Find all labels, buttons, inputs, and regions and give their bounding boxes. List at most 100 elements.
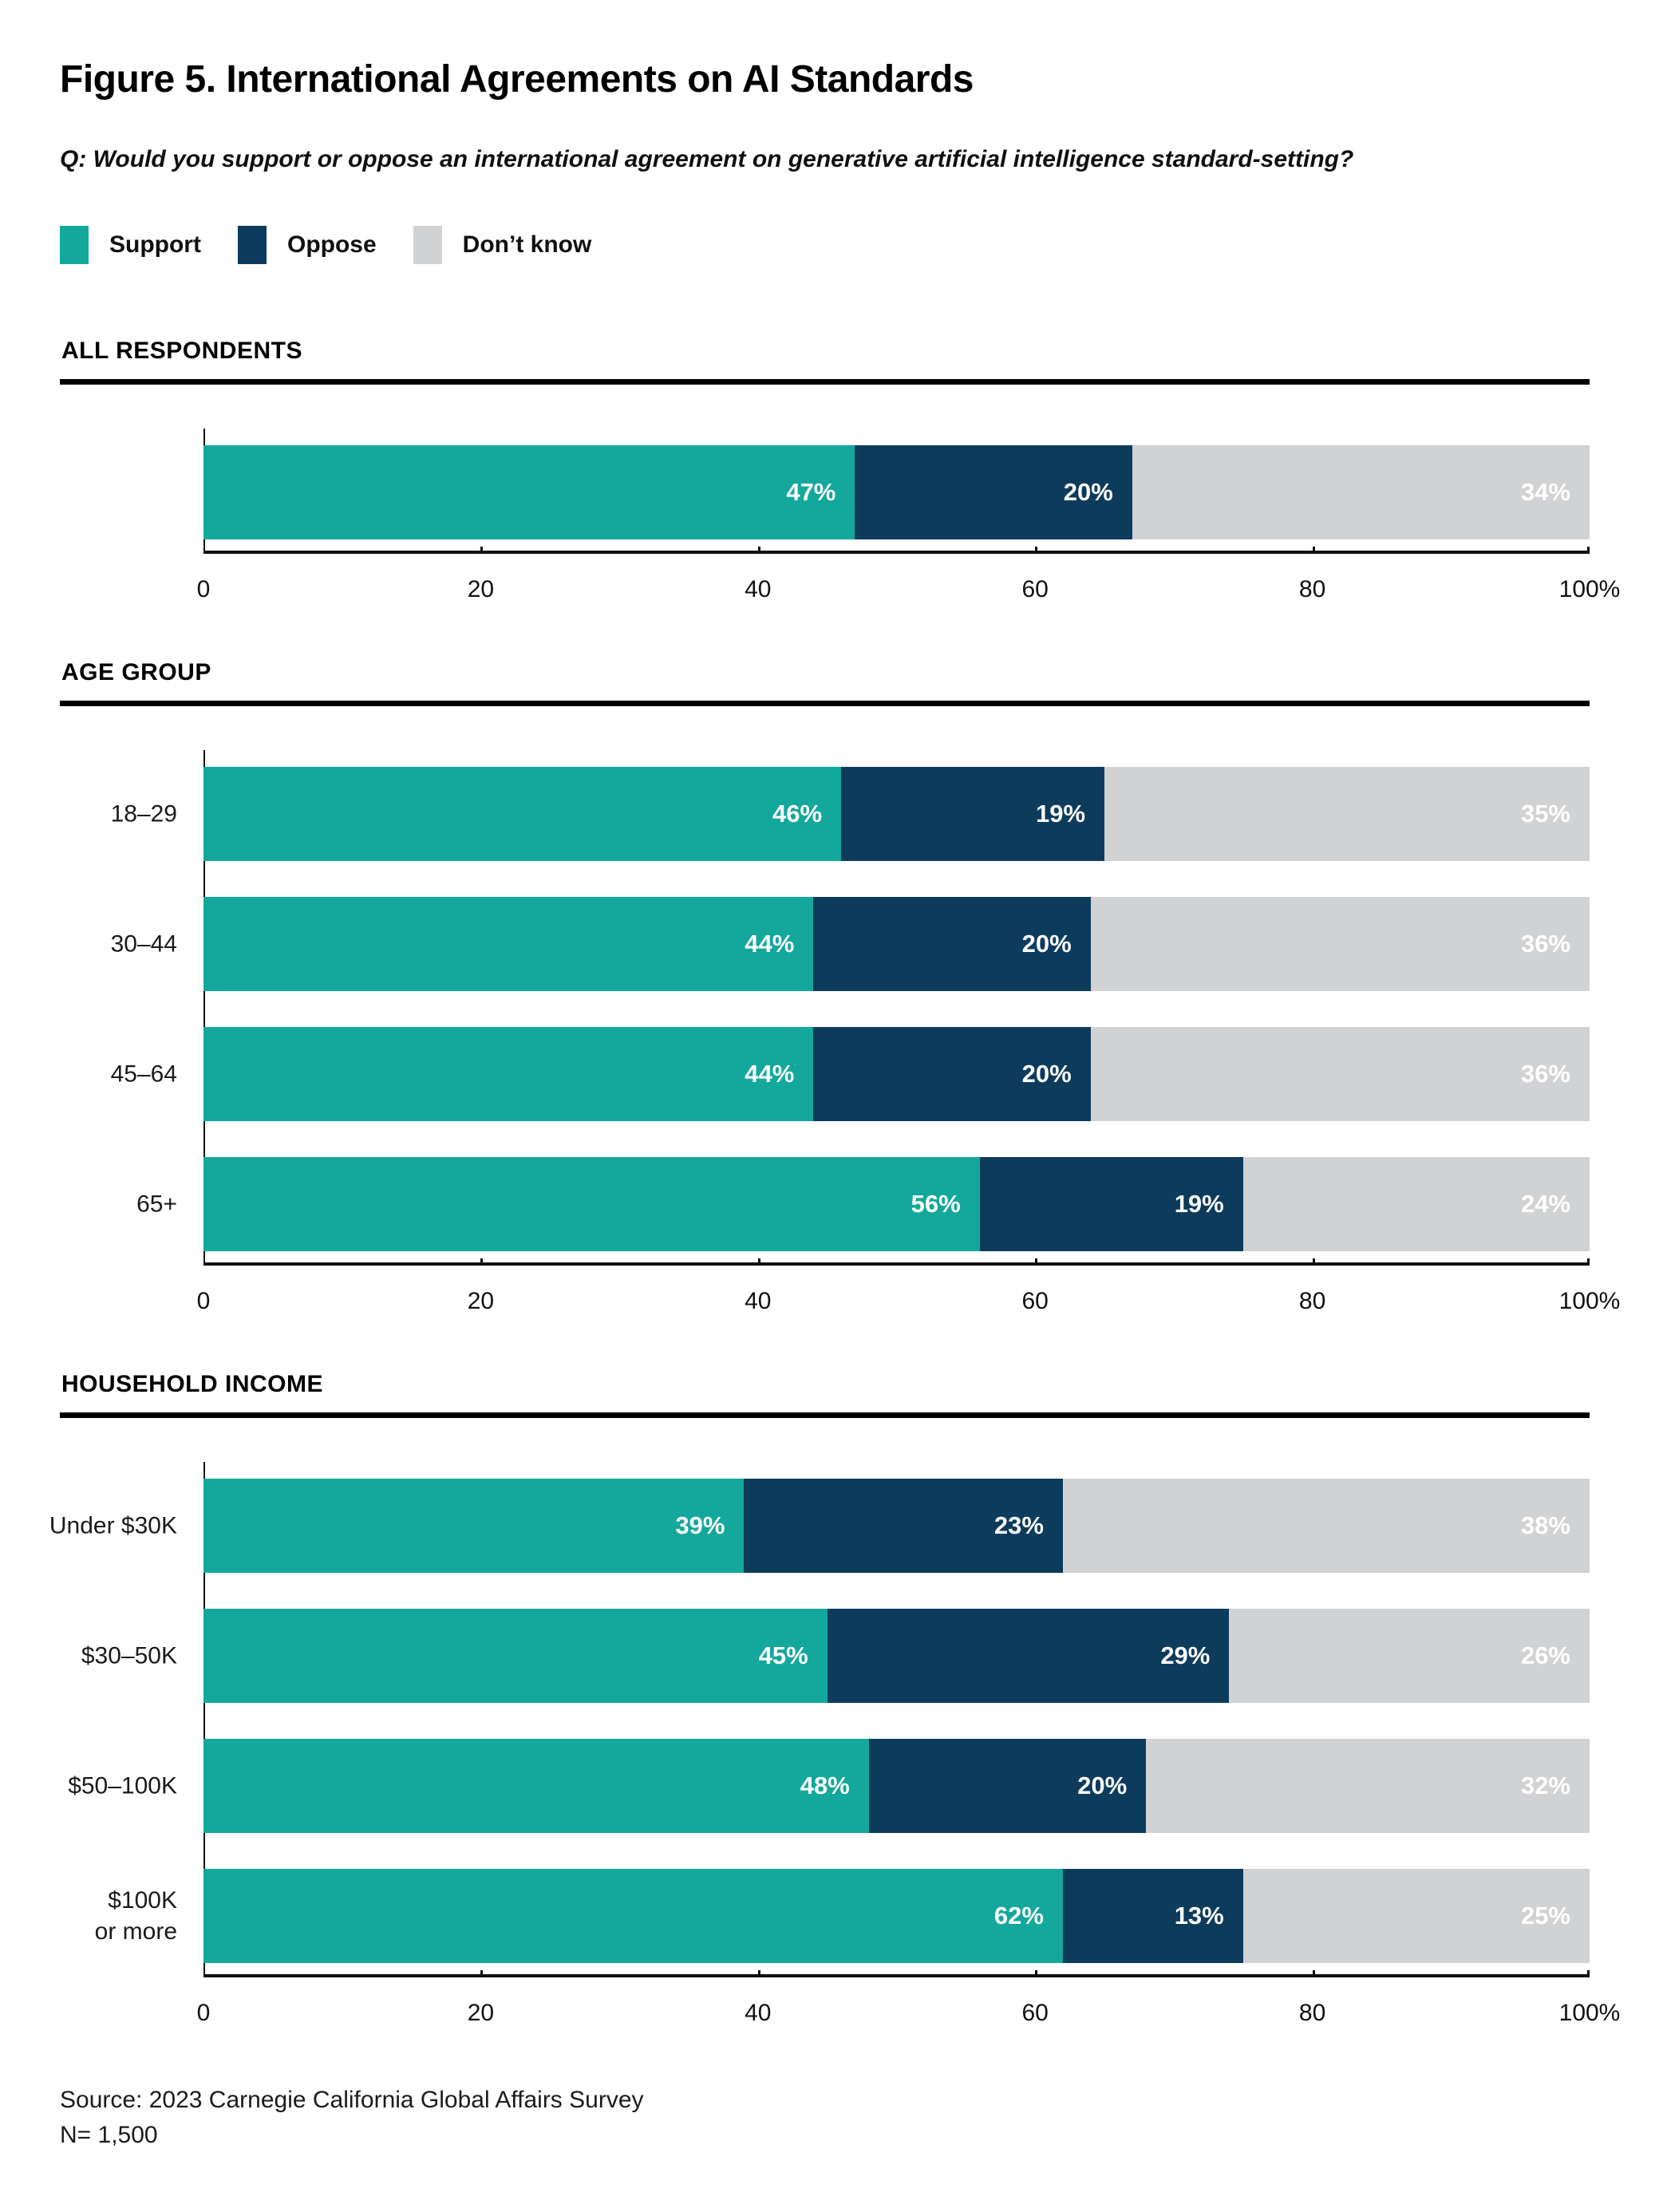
stacked-bar: 45% 29% 26% xyxy=(203,1609,1590,1703)
section-household-income: HOUSEHOLD INCOME Under $30K 39% 23% 38% xyxy=(49,1371,1620,2044)
support-segment: 62% xyxy=(203,1869,1063,1963)
support-value: 56% xyxy=(911,1190,961,1218)
dontknow-value: 35% xyxy=(1520,800,1570,828)
axis-tick-label: 60 xyxy=(1021,1288,1049,1314)
oppose-value: 20% xyxy=(1021,930,1072,958)
axis-tick-label: 80 xyxy=(1298,576,1326,602)
oppose-value: 20% xyxy=(1021,1060,1072,1088)
axis-tick xyxy=(757,1258,760,1266)
dontknow-value: 26% xyxy=(1520,1641,1570,1669)
legend-item-dontknow: Don’t know xyxy=(413,226,592,264)
legend-label-dontknow: Don’t know xyxy=(462,231,592,258)
axis-tick xyxy=(480,1970,484,1977)
source-line: Source: 2023 Carnegie California Global … xyxy=(60,2087,644,2113)
axis-tick-label: 40 xyxy=(745,1288,772,1314)
bar-row: 65+ 56% 19% 24% xyxy=(136,1157,1590,1251)
section-all-respondents: ALL RESPONDENTS 47% 20% 34% xyxy=(60,338,1620,621)
oppose-segment: 19% xyxy=(979,1157,1243,1251)
axis-tick xyxy=(1312,1258,1315,1266)
dontknow-segment: 34% xyxy=(1132,445,1590,539)
axis-tick-label: 100% xyxy=(1558,576,1621,602)
section-title: HOUSEHOLD INCOME xyxy=(61,1371,324,1397)
dontknow-segment: 25% xyxy=(1242,1869,1590,1963)
support-segment: 44% xyxy=(203,897,814,991)
dontknow-segment: 32% xyxy=(1146,1739,1590,1833)
oppose-value: 19% xyxy=(1174,1190,1224,1218)
bar-row: 45–64 44% 20% 36% xyxy=(111,1027,1590,1121)
stacked-bar: 44% 20% 36% xyxy=(203,1027,1590,1121)
axis-tick-label: 20 xyxy=(467,576,495,602)
axis-tick xyxy=(1035,1258,1038,1266)
dontknow-segment: 36% xyxy=(1090,897,1590,991)
oppose-value: 20% xyxy=(1077,1772,1128,1799)
oppose-value: 13% xyxy=(1174,1902,1224,1930)
section-rule xyxy=(60,1412,1590,1418)
category-label: $30–50K xyxy=(81,1642,177,1669)
dontknow-segment: 38% xyxy=(1062,1479,1590,1573)
stacked-bar: 48% 20% 32% xyxy=(203,1739,1590,1833)
x-axis: 0 20 40 60 80 100% xyxy=(197,1258,1620,1333)
chart-age-group: 18–29 46% 19% 35% 30–44 4 xyxy=(111,750,1590,1262)
axis-tick-label: 100% xyxy=(1558,2000,1621,2026)
legend-label-support: Support xyxy=(109,231,201,258)
axis-tick-label: 0 xyxy=(196,576,211,602)
axis-tick-label: 20 xyxy=(467,2000,495,2026)
dontknow-segment: 26% xyxy=(1229,1609,1590,1703)
category-label: Under $30K xyxy=(49,1512,177,1539)
axis-tick xyxy=(480,1258,484,1266)
sample-size: N= 1,500 xyxy=(60,2121,158,2148)
section-rule xyxy=(60,379,1590,385)
bar-row: 30–44 44% 20% 36% xyxy=(111,897,1590,991)
support-swatch xyxy=(60,226,89,264)
oppose-value: 23% xyxy=(993,1511,1044,1539)
x-axis: 0 20 40 60 80 100% xyxy=(197,547,1620,621)
chart-all-respondents: 47% 20% 34% xyxy=(203,429,1590,551)
axis-tick-label: 0 xyxy=(196,1288,211,1314)
dontknow-segment: 24% xyxy=(1242,1157,1590,1251)
dontknow-segment: 36% xyxy=(1090,1027,1590,1121)
support-value: 44% xyxy=(745,930,795,958)
oppose-segment: 20% xyxy=(855,445,1132,539)
axis-tick xyxy=(1312,1970,1315,1977)
support-segment: 46% xyxy=(203,767,842,861)
category-label: 65+ xyxy=(136,1191,177,1218)
oppose-segment: 23% xyxy=(744,1479,1063,1573)
bar-row: Under $30K 39% 23% 38% xyxy=(49,1479,1590,1573)
section-age-group: AGE GROUP 18–29 46% 19% 35% xyxy=(60,659,1620,1333)
legend-item-oppose: Oppose xyxy=(237,226,377,264)
category-label: $50–100K xyxy=(68,1772,177,1799)
dontknow-segment: 35% xyxy=(1104,767,1590,861)
category-label: 18–29 xyxy=(110,800,177,828)
dontknow-value: 38% xyxy=(1520,1511,1570,1539)
axis-tick-label: 0 xyxy=(196,2000,211,2026)
axis-tick-label: 60 xyxy=(1021,2000,1049,2026)
support-segment: 39% xyxy=(203,1479,745,1573)
axis-tick-label: 40 xyxy=(745,576,772,602)
bar-row: 18–29 46% 19% 35% xyxy=(111,767,1590,861)
axis-tick xyxy=(1587,547,1590,554)
dontknow-value: 32% xyxy=(1520,1772,1570,1799)
stacked-bar: 47% 20% 34% xyxy=(203,445,1590,539)
axis-tick-label: 100% xyxy=(1558,1288,1621,1314)
question-text: Q: Would you support or oppose an intern… xyxy=(60,146,1354,172)
axis-tick xyxy=(1587,1970,1590,1977)
stacked-bar: 62% 13% 25% xyxy=(203,1869,1590,1963)
stacked-bar: 44% 20% 36% xyxy=(203,897,1590,991)
stacked-bar: 39% 23% 38% xyxy=(203,1479,1590,1573)
oppose-segment: 20% xyxy=(813,897,1091,991)
dontknow-value: 25% xyxy=(1520,1902,1570,1930)
category-label: 45–64 xyxy=(110,1061,177,1088)
legend-label-oppose: Oppose xyxy=(286,231,377,258)
axis-tick-label: 40 xyxy=(745,2000,772,2026)
oppose-segment: 13% xyxy=(1062,1869,1243,1963)
axis-tick xyxy=(480,547,484,554)
stacked-bar: 56% 19% 24% xyxy=(203,1157,1590,1251)
axis-tick-label: 60 xyxy=(1021,576,1049,602)
support-value: 39% xyxy=(675,1511,725,1539)
axis-tick-label: 20 xyxy=(467,1288,495,1314)
oppose-segment: 20% xyxy=(813,1027,1091,1121)
y-axis-line xyxy=(203,1462,205,1974)
support-value: 62% xyxy=(993,1902,1044,1930)
bar-row: $50–100K 48% 20% 32% xyxy=(68,1739,1590,1833)
dontknow-value: 24% xyxy=(1520,1190,1570,1218)
